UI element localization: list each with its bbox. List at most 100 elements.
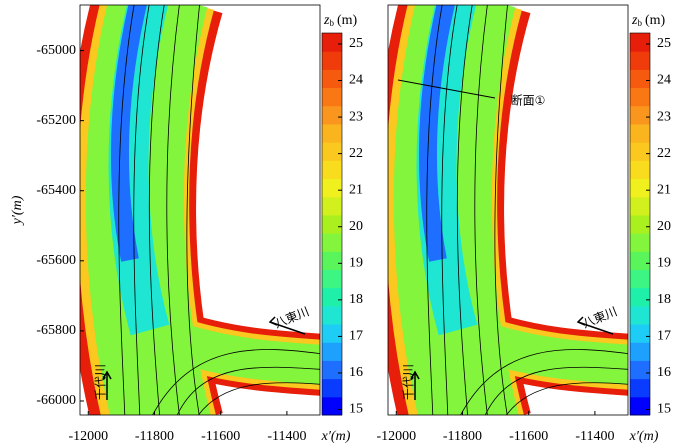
colorbar-band [630, 214, 650, 234]
annotation: 断面① [511, 93, 546, 108]
y-tick-label: -65600 [36, 253, 76, 268]
flow-arrowhead [576, 316, 586, 326]
colorbar-band [630, 324, 650, 343]
annotation: 八東川 [580, 304, 619, 330]
colorbar-band [630, 87, 650, 107]
colorbar-band [322, 123, 342, 143]
colorbar-band [630, 269, 650, 289]
colorbar-tick-label: 25 [657, 36, 671, 51]
colorbar-tick-label: 24 [349, 73, 363, 88]
colorbar-tick-label: 17 [657, 329, 671, 344]
flow-arrowhead [268, 316, 278, 326]
x-tick-label: -11600 [509, 429, 548, 444]
x-tick-label: -11800 [135, 429, 174, 444]
colorbar-band [630, 196, 650, 216]
colorbar-subscript: b [637, 18, 642, 28]
colorbar-tick-label: 24 [657, 73, 671, 88]
colorbar-band [322, 305, 342, 325]
section-line [397, 79, 496, 99]
colorbar-tick-label: 22 [657, 146, 671, 161]
x-axis-label: x′(m) [321, 429, 351, 444]
x-tick-label: -11400 [575, 429, 614, 444]
colorbar-title: zb (m) [631, 13, 666, 28]
colorbar-band [630, 342, 650, 361]
colorbar-band [322, 160, 342, 180]
y-tick-label: -65200 [36, 113, 76, 128]
colorbar-tick-label: 16 [349, 365, 363, 380]
colorbar-tick-label: 17 [349, 329, 363, 344]
annotation: 千代川 [94, 364, 108, 400]
colorbar-band [630, 178, 650, 198]
y-tick-label: -65400 [36, 183, 76, 198]
colorbar-band [322, 378, 342, 398]
colorbar-band [630, 233, 650, 252]
colorbar-tick-label: 23 [349, 109, 363, 124]
colorbar-tick-label: 15 [349, 402, 363, 417]
colorbar-band [630, 251, 650, 270]
flow-arrowhead [102, 370, 112, 380]
colorbar-frame [629, 32, 651, 416]
y-tick-label: -66000 [36, 393, 76, 408]
colorbar-tick-label: 21 [349, 182, 363, 197]
colorbar-band [322, 233, 342, 252]
x-tick-label: -11400 [267, 429, 306, 444]
colorbar-band [322, 342, 342, 361]
x-tick-label: -11800 [443, 429, 482, 444]
colorbar-symbol: z [323, 13, 330, 28]
colorbar-band [630, 142, 650, 161]
y-tick-label: -65000 [36, 43, 76, 58]
colorbar-band [322, 87, 342, 107]
colorbar-band [322, 214, 342, 234]
colorbar-band [630, 51, 650, 70]
colorbar-title: zb (m) [323, 13, 358, 28]
colorbar-tick-label: 25 [349, 36, 363, 51]
plot-frame [79, 4, 321, 416]
colorbar-tick-label: 19 [657, 256, 671, 271]
colorbar-band [630, 396, 650, 416]
colorbar-band [322, 105, 342, 125]
flow-arrowhead [410, 370, 420, 380]
colorbar-band [630, 360, 650, 380]
colorbar-tick-label: 19 [349, 256, 363, 271]
colorbar-tick-label: 21 [657, 182, 671, 197]
colorbar-band [322, 269, 342, 289]
colorbar-band [322, 33, 342, 52]
x-tick-label: -11600 [201, 429, 240, 444]
annotation: 千代川 [402, 364, 416, 400]
colorbar-tick-label: 20 [349, 219, 363, 234]
colorbar-subscript: b [329, 18, 334, 28]
colorbar-band [322, 324, 342, 343]
colorbar-band [630, 105, 650, 125]
x-axis-label: x′(m) [629, 429, 659, 444]
colorbar-band [322, 251, 342, 270]
colorbar-tick-label: 18 [657, 292, 671, 307]
colorbar-band [630, 378, 650, 398]
bed-map [119, 0, 340, 430]
colorbar-band [630, 123, 650, 143]
annotation: 八東川 [272, 304, 311, 330]
colorbar-band [322, 51, 342, 70]
colorbar-band [630, 69, 650, 89]
x-tick-label: -12000 [376, 429, 416, 444]
colorbar-tick-label: 16 [657, 365, 671, 380]
colorbar-band [630, 33, 650, 52]
colorbar-tick-label: 23 [657, 109, 671, 124]
colorbar-band [322, 69, 342, 89]
bed-map [427, 0, 648, 430]
y-axis-label: y′(m) [10, 195, 25, 226]
colorbar-tick-label: 22 [349, 146, 363, 161]
plot-frame [387, 4, 629, 416]
colorbar-tick-label: 15 [657, 402, 671, 417]
y-tick-label: -65800 [36, 323, 76, 338]
colorbar-tick-label: 18 [349, 292, 363, 307]
colorbar-frame [321, 32, 343, 416]
colorbar-band [322, 178, 342, 198]
colorbar-band [630, 160, 650, 180]
colorbar-band [630, 287, 650, 307]
colorbar-tick-label: 20 [657, 219, 671, 234]
colorbar-unit: (m) [337, 13, 358, 28]
x-tick-label: -12000 [68, 429, 108, 444]
colorbar-band [322, 396, 342, 416]
colorbar-band [322, 196, 342, 216]
colorbar-symbol: z [631, 13, 638, 28]
